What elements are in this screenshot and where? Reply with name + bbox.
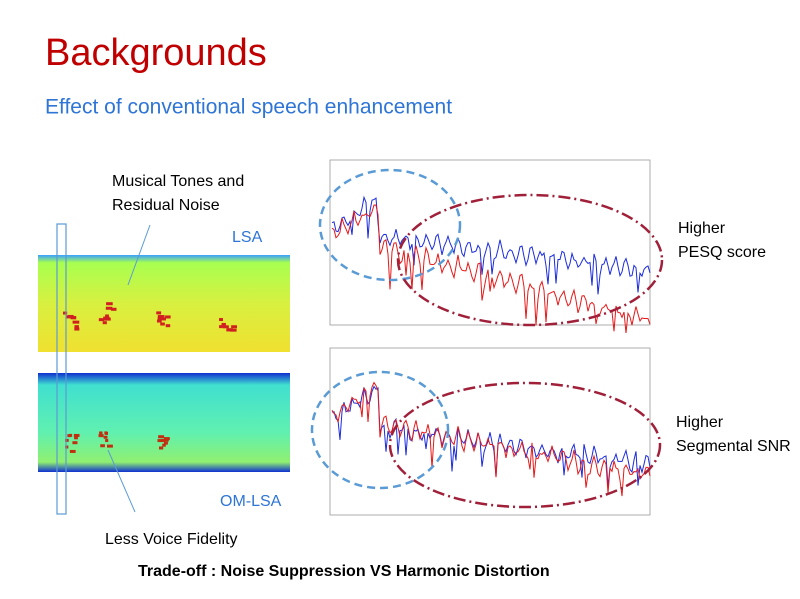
highlight-box bbox=[56, 223, 67, 515]
decoration bbox=[72, 441, 78, 445]
decoration bbox=[99, 431, 103, 435]
annotation: Higher bbox=[676, 414, 724, 431]
label: LSA bbox=[232, 229, 263, 246]
decoration bbox=[331, 381, 651, 497]
annotation: Residual Noise bbox=[112, 197, 220, 214]
red-ellipse bbox=[396, 193, 664, 327]
decoration bbox=[157, 315, 165, 319]
decoration bbox=[222, 325, 229, 329]
footer: Trade-off : Noise Suppression VS Harmoni… bbox=[138, 563, 550, 580]
decoration bbox=[107, 444, 113, 448]
decoration bbox=[331, 204, 651, 334]
decoration bbox=[219, 318, 223, 322]
decoration bbox=[74, 325, 79, 329]
decoration bbox=[165, 315, 171, 319]
decoration bbox=[68, 433, 73, 437]
decoration bbox=[100, 444, 105, 448]
decoration bbox=[157, 439, 164, 443]
decoration bbox=[165, 324, 171, 328]
speech-energy bbox=[63, 302, 237, 453]
decoration bbox=[106, 302, 113, 306]
annotation: Less Voice Fidelity bbox=[105, 531, 238, 548]
spectrogram-omlsa bbox=[38, 373, 290, 472]
decoration bbox=[331, 195, 651, 295]
spectrogram-lsa bbox=[38, 255, 290, 352]
decoration bbox=[69, 449, 76, 453]
spectrum-plot-2 bbox=[329, 347, 651, 516]
decoration bbox=[103, 435, 108, 439]
decoration bbox=[63, 311, 68, 315]
decoration bbox=[160, 317, 166, 321]
decoration bbox=[156, 319, 162, 323]
decoration bbox=[105, 306, 113, 310]
decoration bbox=[161, 438, 166, 442]
decoration bbox=[72, 320, 80, 324]
decoration bbox=[105, 314, 109, 318]
label: OM-LSA bbox=[220, 493, 282, 510]
arrow bbox=[127, 224, 151, 286]
decoration bbox=[331, 385, 651, 487]
spectrum-plot-1 bbox=[329, 159, 651, 326]
decoration bbox=[158, 446, 164, 450]
decoration bbox=[160, 322, 165, 326]
decoration bbox=[74, 327, 80, 331]
decoration bbox=[105, 439, 109, 443]
decoration bbox=[110, 307, 117, 311]
decoration bbox=[164, 438, 169, 442]
decoration bbox=[73, 433, 80, 437]
decoration bbox=[65, 438, 69, 442]
decoration bbox=[103, 317, 111, 321]
decoration bbox=[98, 434, 104, 438]
decoration bbox=[156, 311, 162, 315]
decoration bbox=[72, 316, 77, 320]
decoration bbox=[102, 321, 107, 325]
decoration bbox=[104, 431, 108, 435]
decoration bbox=[163, 441, 168, 445]
decoration bbox=[65, 445, 69, 449]
red-ellipse bbox=[388, 381, 662, 509]
decoration bbox=[98, 318, 105, 322]
annotation: PESQ score bbox=[678, 244, 766, 261]
decoration bbox=[74, 436, 78, 440]
decoration bbox=[221, 322, 226, 326]
decoration bbox=[230, 328, 237, 332]
decoration bbox=[226, 328, 233, 332]
annotation: Higher bbox=[678, 220, 726, 237]
decoration bbox=[162, 443, 166, 447]
decoration bbox=[158, 435, 165, 439]
annotation: Segmental SNR bbox=[676, 438, 791, 455]
slide-title: Backgrounds bbox=[45, 32, 267, 74]
blue-ellipse bbox=[310, 370, 450, 490]
arrow bbox=[107, 449, 136, 513]
slide-subtitle: Effect of conventional speech enhancemen… bbox=[45, 96, 452, 119]
blue-ellipse bbox=[318, 168, 462, 282]
spectrum-curves bbox=[331, 195, 651, 497]
decoration bbox=[219, 325, 223, 329]
annotation: Musical Tones and bbox=[112, 173, 244, 190]
decoration bbox=[231, 325, 237, 329]
